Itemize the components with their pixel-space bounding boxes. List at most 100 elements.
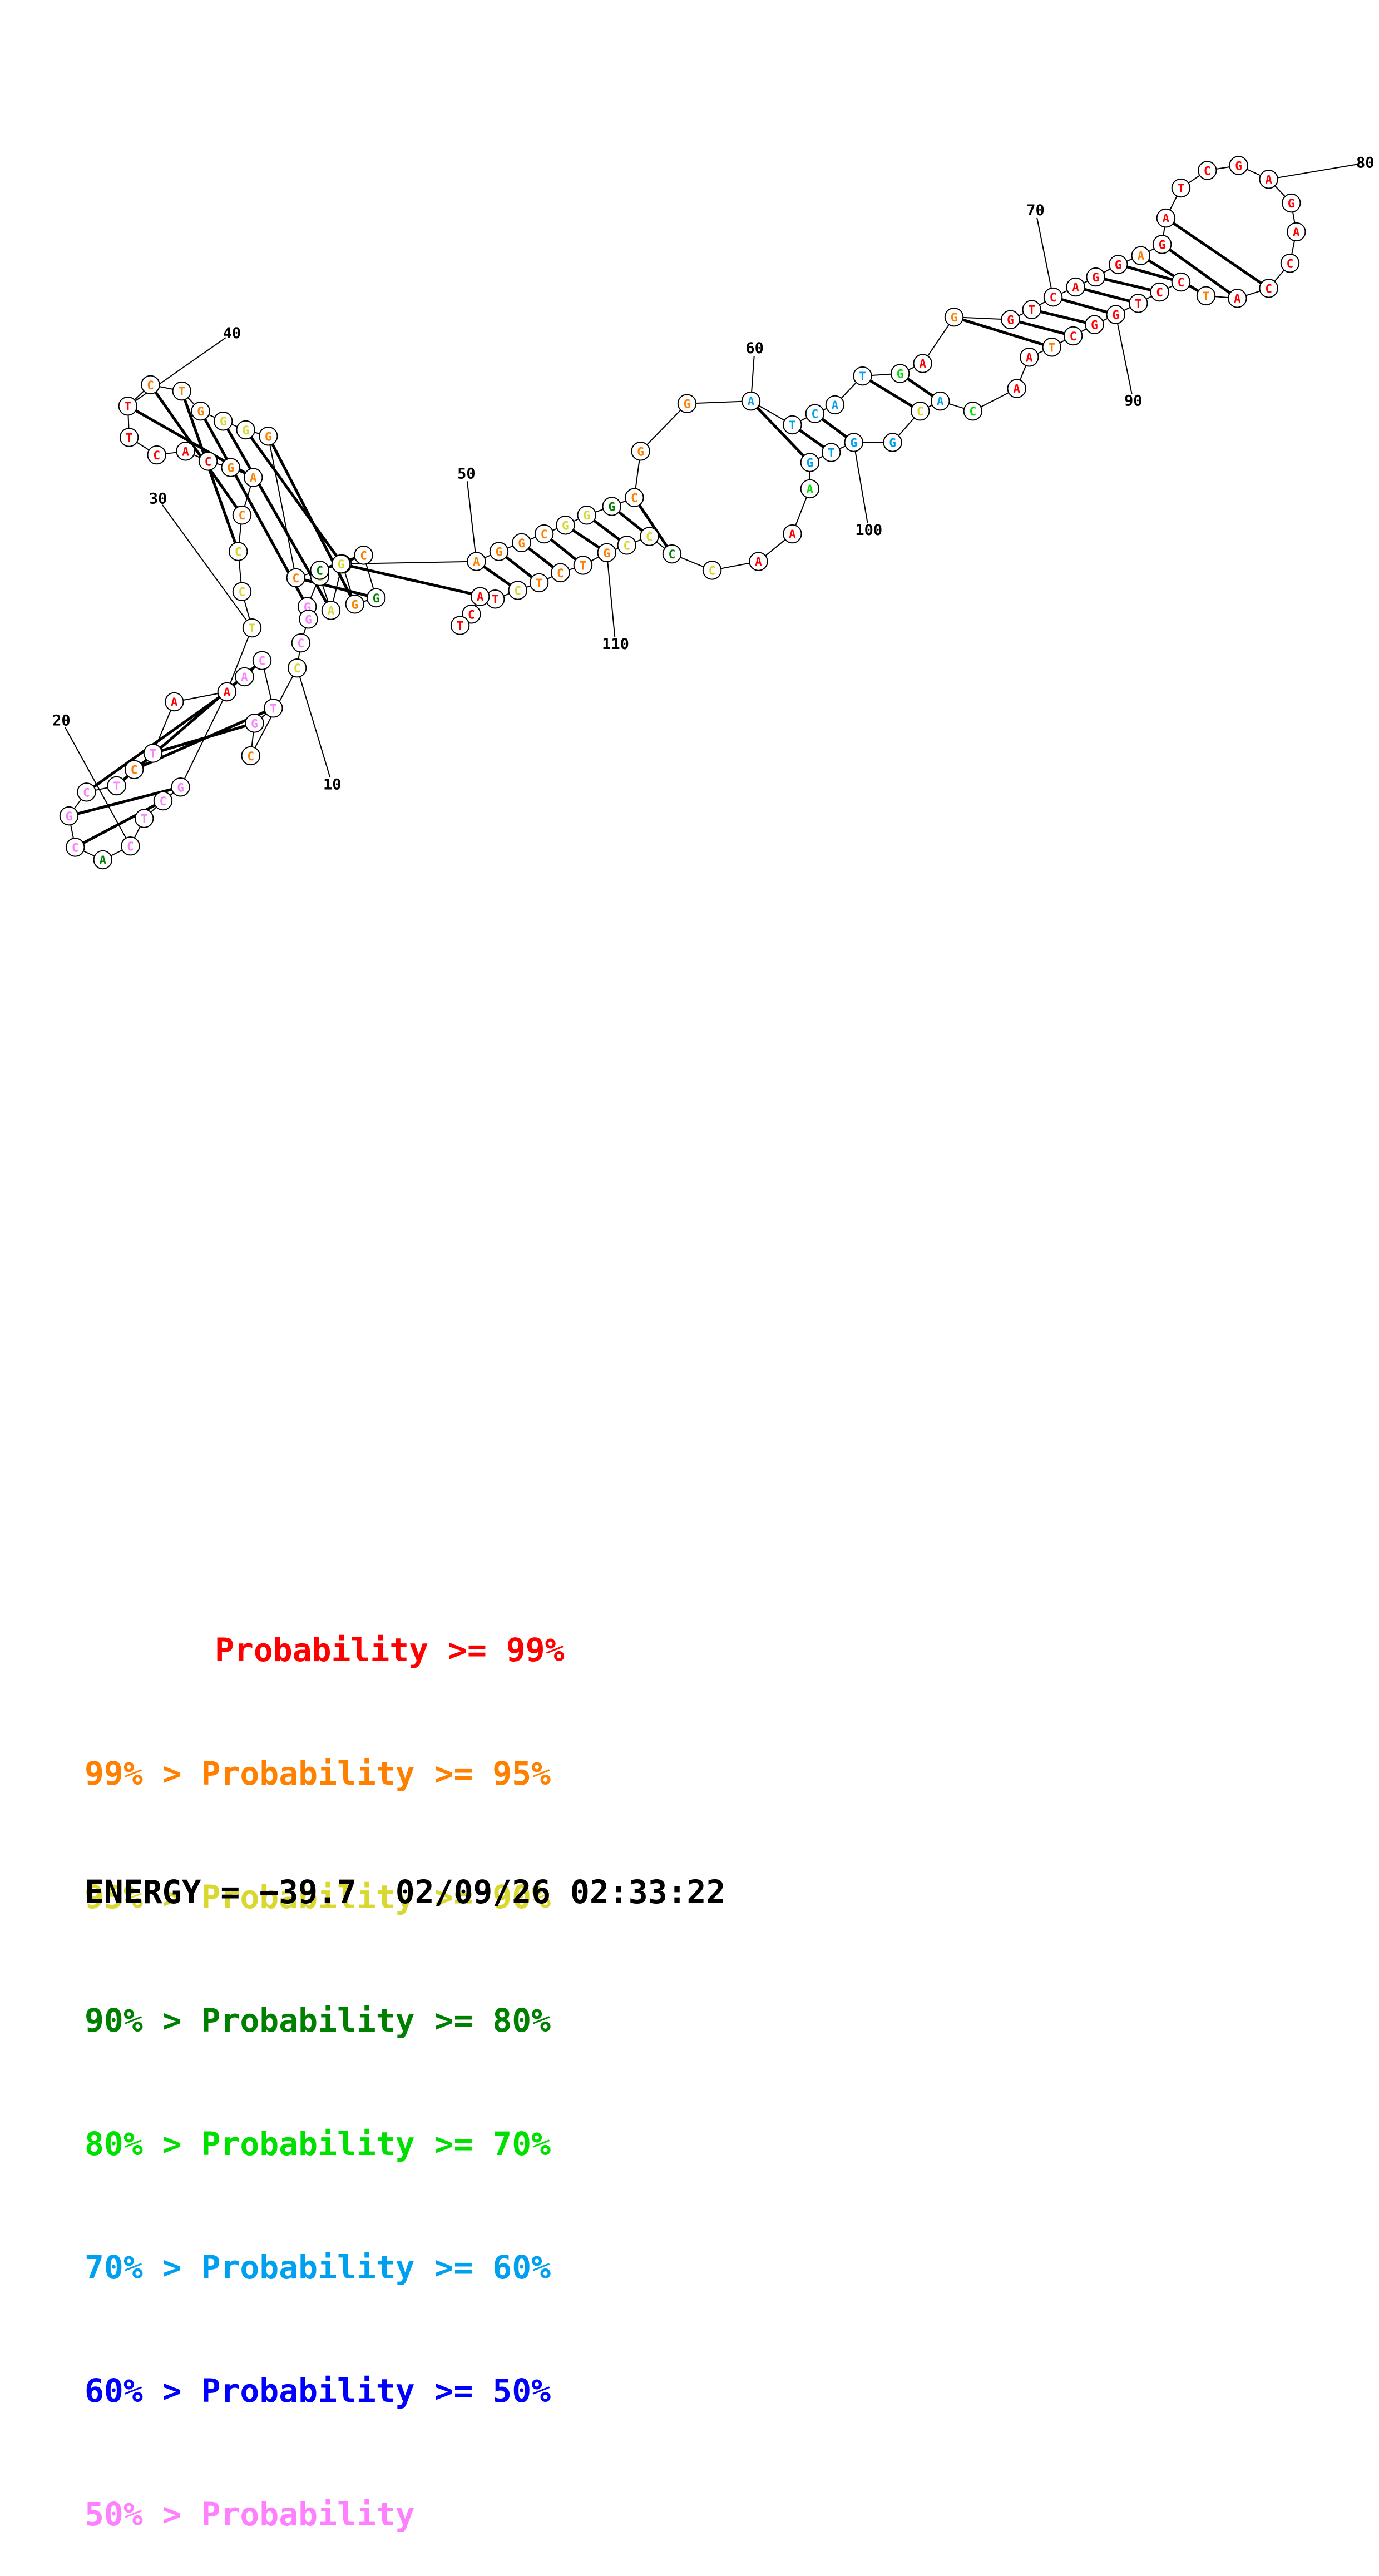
legend-label: Probability xyxy=(201,2125,415,2163)
base-pair-bond xyxy=(505,556,533,578)
nucleotide: A xyxy=(1228,289,1247,308)
nucleotide: C xyxy=(77,782,96,802)
nucleotide: G xyxy=(800,453,820,472)
nucleotide-letter: G xyxy=(177,781,184,794)
legend-prefix: 50% > xyxy=(85,2495,201,2533)
nucleotide-circle xyxy=(1156,208,1176,228)
nucleotide-letter: G xyxy=(850,437,857,450)
nucleotide: A xyxy=(1020,348,1039,367)
nucleotide-letter: C xyxy=(160,795,167,808)
legend-label: Probability xyxy=(201,2495,415,2533)
nucleotide-circle xyxy=(1129,294,1148,313)
nucleotide: G xyxy=(331,554,351,574)
nucleotide-letter: C xyxy=(1265,282,1272,295)
nucleotide-circle xyxy=(1001,310,1020,329)
nucleotide-letter: G xyxy=(305,613,312,626)
nucleotide-letter: C xyxy=(147,379,154,392)
backbone-segment xyxy=(268,436,296,578)
nucleotide: C xyxy=(291,633,311,653)
nucleotide-letter: C xyxy=(812,408,819,421)
nucleotide: A xyxy=(800,479,820,499)
base-pair-bond xyxy=(638,504,669,547)
base-pair-bond xyxy=(550,538,577,561)
nucleotide-letter: G xyxy=(583,509,590,522)
base-pair-bond xyxy=(593,519,621,541)
nucleotide-circle xyxy=(259,427,278,446)
nucleotide-circle xyxy=(1150,282,1169,302)
nucleotide-letter: G xyxy=(1115,259,1122,272)
nucleotide-letter: C xyxy=(468,608,475,621)
nucleotide: G xyxy=(221,458,240,477)
nucleotide-letter: C xyxy=(153,449,160,462)
nucleotide-circle xyxy=(1109,255,1128,274)
legend-prefix: 70% > xyxy=(85,2248,201,2286)
nucleotide-letter: G xyxy=(807,457,814,470)
nucleotide: T xyxy=(119,428,139,447)
nucleotide-letter: T xyxy=(828,447,835,460)
nucleotide-circle xyxy=(800,479,820,499)
nucleotide: C xyxy=(1259,279,1278,298)
nucleotide: C xyxy=(963,401,983,421)
nucleotide-circle xyxy=(232,506,252,525)
nucleotide: T xyxy=(172,381,192,401)
base-pair-bond xyxy=(527,547,555,568)
nucleotide-letter: G xyxy=(351,598,358,611)
nucleotide-circle xyxy=(1043,287,1063,307)
nucleotide-letter: A xyxy=(748,395,755,408)
nucleotide-circle xyxy=(232,582,252,601)
nucleotide-letter: G xyxy=(684,398,691,411)
nucleotide: A xyxy=(93,850,113,870)
nucleotide: G xyxy=(259,427,278,446)
legend-row-60: 70% > Probability >= 60% xyxy=(85,2247,565,2288)
nucleotide-letter: A xyxy=(1137,250,1144,263)
position-tick xyxy=(606,552,616,637)
legend-row-90: 95% > Probability >= 90% xyxy=(85,1876,565,1918)
position-tick xyxy=(1115,314,1133,394)
nucleotide-circle xyxy=(890,364,910,383)
base-pair-bond xyxy=(1168,248,1231,294)
nucleotide: C xyxy=(228,542,248,561)
nucleotide-letter: G xyxy=(1092,271,1099,284)
nucleotide-letter: C xyxy=(709,564,716,577)
nucleotide-circle xyxy=(1085,315,1104,334)
nucleotide-circle xyxy=(577,506,596,525)
legend-row-95: 99% > Probability >= 95% xyxy=(85,1753,565,1794)
nucleotide: T xyxy=(242,618,262,638)
nucleotide-circle xyxy=(121,836,140,856)
nucleotide-letter: T xyxy=(125,400,132,413)
nucleotide: G xyxy=(191,401,210,421)
base-pair-bond xyxy=(1084,288,1130,303)
nucleotide-letter: G xyxy=(637,445,644,458)
nucleotide: C xyxy=(1280,254,1300,273)
probability-legend: Probability >= 99% 99% > Probability >= … xyxy=(85,1547,565,2576)
nucleotide-letter: T xyxy=(141,813,148,826)
nucleotide: C xyxy=(65,838,85,857)
nucleotide-circle xyxy=(467,552,486,571)
legend-row-80: 90% > Probability >= 80% xyxy=(85,2000,565,2041)
nucleotide-letter: G xyxy=(897,368,904,381)
nucleotide-circle xyxy=(1022,300,1041,319)
nucleotide-letter: C xyxy=(669,548,676,561)
nucleotide-letter: A xyxy=(755,556,762,569)
nucleotide: C xyxy=(551,563,570,583)
nucleotide-circle xyxy=(1042,338,1062,357)
nucleotide-letter: G xyxy=(251,717,258,730)
nucleotide-letter: C xyxy=(235,546,242,559)
nucleotide-circle xyxy=(65,838,85,857)
nucleotide-circle xyxy=(1229,156,1248,175)
nucleotide: T xyxy=(1022,300,1041,319)
nucleotide-letter: G xyxy=(197,405,204,418)
nucleotide: C xyxy=(198,452,218,471)
backbone-segment xyxy=(640,403,688,452)
nucleotide-letter: A xyxy=(1163,212,1170,225)
nucleotide-circle xyxy=(59,806,79,826)
base-pair-bond xyxy=(154,391,238,509)
nucleotide-letter: G xyxy=(562,519,569,532)
legend-label: Probability xyxy=(201,2002,415,2039)
nucleotide-circle xyxy=(77,782,96,802)
position-label: 10 xyxy=(323,776,342,793)
position-label: 90 xyxy=(1124,393,1143,410)
nucleotide-circle xyxy=(1152,235,1172,254)
nucleotide-circle xyxy=(119,428,139,447)
nucleotide: A xyxy=(1287,222,1306,242)
